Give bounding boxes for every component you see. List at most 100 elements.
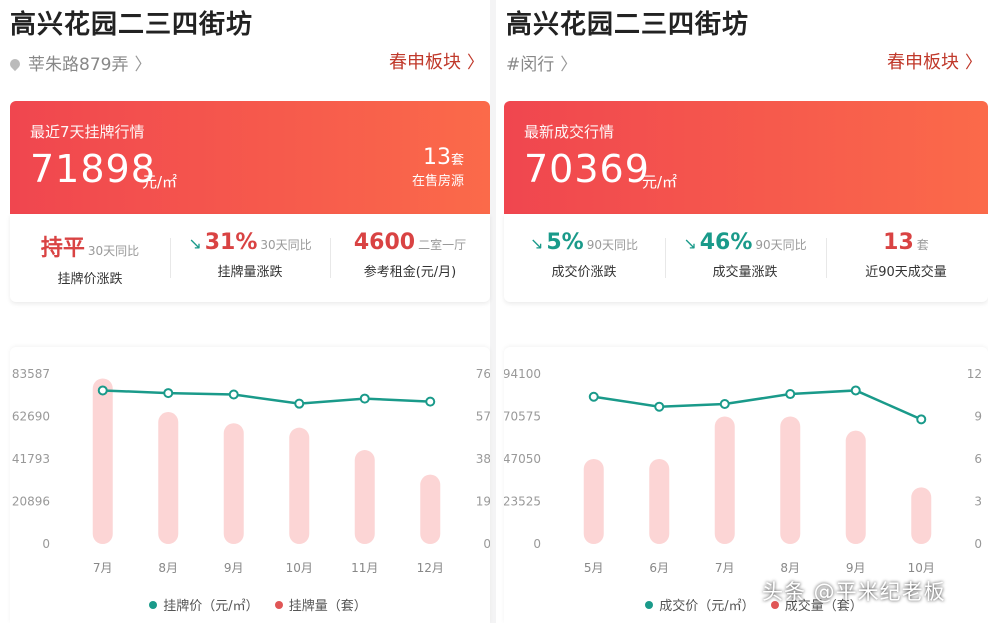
stat-value: 46% xyxy=(699,230,753,255)
y-left-tick-label: 0 xyxy=(533,537,541,551)
price-point xyxy=(588,391,599,402)
price-point xyxy=(425,396,436,407)
volume-bar xyxy=(583,459,604,544)
y-left-tick-label: 20896 xyxy=(12,495,50,509)
stat-listing-change: ↘ 31% 30天同比 挂牌量涨跌 xyxy=(170,230,330,280)
stat-deal-count: 13 套 近90天成交量 xyxy=(826,230,986,280)
price-line xyxy=(102,389,431,405)
y-right-tick-label: 6 xyxy=(974,452,982,466)
listing-chart-card: 83587 62690 41793 20896 0 76 57 38 19 0 7月 8月 9月 10月 1… xyxy=(10,347,490,623)
banner-price: 71898 xyxy=(30,147,156,191)
volume-bar xyxy=(649,459,670,544)
chevron-right-icon: 〉 xyxy=(560,55,578,75)
y-left-tick-label: 23525 xyxy=(504,495,541,509)
y-right-tick-label: 19 xyxy=(476,495,490,509)
price-point xyxy=(294,398,305,409)
stat-price-change: 持平 30天同比 挂牌价涨跌 xyxy=(10,230,170,287)
deal-chart-card: 94100 70575 47050 23525 0 12 9 6 3 0 5月 6月 7月 8月 9月 10月… xyxy=(504,347,988,623)
x-tick-label: 7月 xyxy=(715,561,735,575)
y-right-tick-label: 76 xyxy=(476,367,490,381)
price-point xyxy=(850,385,861,396)
volume-bar xyxy=(780,416,801,544)
banner-price: 70369 xyxy=(524,147,650,191)
line-legend-dot xyxy=(645,601,654,609)
stat-value: 4600 xyxy=(353,230,416,255)
banner-label: 最近7天挂牌行情 xyxy=(30,123,145,141)
price-point xyxy=(916,414,927,425)
chevron-right-icon: 〉 xyxy=(965,53,982,73)
divider xyxy=(665,238,666,278)
line-legend-dot xyxy=(149,601,158,609)
x-tick-label: 8月 xyxy=(780,561,800,575)
volume-bar xyxy=(158,412,179,544)
y-left-tick-label: 83587 xyxy=(12,367,50,381)
listing-price-banner: 最近7天挂牌行情 71898 元/㎡ 13套 在售房源 xyxy=(10,101,490,214)
y-left-tick-label: 62690 xyxy=(12,410,50,424)
y-right-tick-label: 57 xyxy=(476,410,490,424)
x-tick-label: 6月 xyxy=(649,561,669,575)
legend-line-label: 挂牌价（元/㎡） xyxy=(163,599,259,614)
price-point xyxy=(785,389,796,400)
block-link[interactable]: 春申板块〉 xyxy=(887,48,982,74)
x-tick-label: 5月 xyxy=(584,561,604,575)
divider xyxy=(330,238,331,278)
community-title: 高兴花园二三四街坊 xyxy=(506,10,750,40)
y-left-tick-label: 0 xyxy=(42,537,50,551)
volume-bar xyxy=(911,487,932,544)
legend-bar-label: 挂牌量（套） xyxy=(288,599,367,614)
deal-stats: ↘ 5% 90天同比 成交价涨跌 ↘ 46% 90天同比 成交量涨跌 13 套 近90天成… xyxy=(504,214,988,302)
divider xyxy=(826,238,827,278)
price-point xyxy=(719,398,730,409)
y-left-tick-label: 94100 xyxy=(504,367,541,381)
stat-deal-volume-change: ↘ 46% 90天同比 成交量涨跌 xyxy=(665,230,825,280)
watermark: 头条 @平米纪老板 xyxy=(762,580,946,604)
listing-panel: 高兴花园二三四街坊 莘朱路879弄〉 春申板块〉 最近7天挂牌行情 71898 … xyxy=(0,0,490,623)
deal-chart: 94100 70575 47050 23525 0 12 9 6 3 0 5月 6月 7月 8月 9月 10月 xyxy=(504,367,982,575)
transaction-panel: 高兴花园二三四街坊 #闵行〉 春申板块〉 最新成交行情 70369 元/㎡ ↘ 5… xyxy=(496,0,988,623)
y-right-tick-label: 0 xyxy=(974,537,982,551)
stat-desc: 挂牌量涨跌 xyxy=(217,265,283,280)
y-right-tick-label: 38 xyxy=(476,452,490,466)
trend-down-icon: ↘ xyxy=(683,234,697,253)
price-point xyxy=(228,389,239,400)
stat-desc: 挂牌价涨跌 xyxy=(57,272,123,287)
y-right-tick-label: 12 xyxy=(967,367,982,381)
banner-label: 最新成交行情 xyxy=(524,123,615,141)
block-link[interactable]: 春申板块〉 xyxy=(389,48,484,74)
x-tick-label: 10月 xyxy=(286,561,313,575)
listing-stats: 持平 30天同比 挂牌价涨跌 ↘ 31% 30天同比 挂牌量涨跌 4600 二室一厅 参… xyxy=(10,214,490,302)
chevron-right-icon: 〉 xyxy=(467,53,484,73)
volume-bar xyxy=(354,450,375,544)
banner-unit: 元/㎡ xyxy=(142,173,178,191)
x-tick-label: 8月 xyxy=(158,561,178,575)
chevron-right-icon: 〉 xyxy=(134,55,152,75)
chart-legend: 挂牌价（元/㎡） 挂牌量（套） xyxy=(10,595,490,614)
stat-desc: 成交价涨跌 xyxy=(551,265,617,280)
deal-price-banner: 最新成交行情 70369 元/㎡ xyxy=(504,101,988,214)
legend-line-label: 成交价（元/㎡） xyxy=(659,599,755,614)
volume-bar xyxy=(289,427,310,544)
stat-desc: 近90天成交量 xyxy=(865,265,947,280)
stat-compare: 套 xyxy=(916,238,929,252)
stat-compare: 二室一厅 xyxy=(418,238,467,252)
district-row[interactable]: #闵行〉 xyxy=(506,50,577,75)
stat-compare: 90天同比 xyxy=(586,238,639,252)
volume-bar xyxy=(714,416,735,544)
stat-desc: 成交量涨跌 xyxy=(712,265,778,280)
stat-desc: 参考租金(元/月) xyxy=(363,265,457,280)
address-text: 莘朱路879弄 xyxy=(28,55,129,75)
on-sale-count-unit: 套 xyxy=(450,153,464,168)
x-tick-label: 12月 xyxy=(417,561,444,575)
y-left-tick-label: 70575 xyxy=(504,410,541,424)
price-point xyxy=(97,385,108,396)
location-pin-icon xyxy=(7,56,23,72)
y-left-tick-label: 47050 xyxy=(504,452,541,466)
address-row[interactable]: 莘朱路879弄〉 xyxy=(7,50,152,75)
y-left-tick-label: 41793 xyxy=(12,452,50,466)
x-tick-label: 9月 xyxy=(846,561,866,575)
trend-down-icon: ↘ xyxy=(529,234,544,253)
volume-bar xyxy=(420,474,441,544)
stat-compare: 90天同比 xyxy=(755,238,807,252)
volume-bar xyxy=(92,378,113,544)
on-sale-count[interactable]: 13套 在售房源 xyxy=(412,145,464,189)
